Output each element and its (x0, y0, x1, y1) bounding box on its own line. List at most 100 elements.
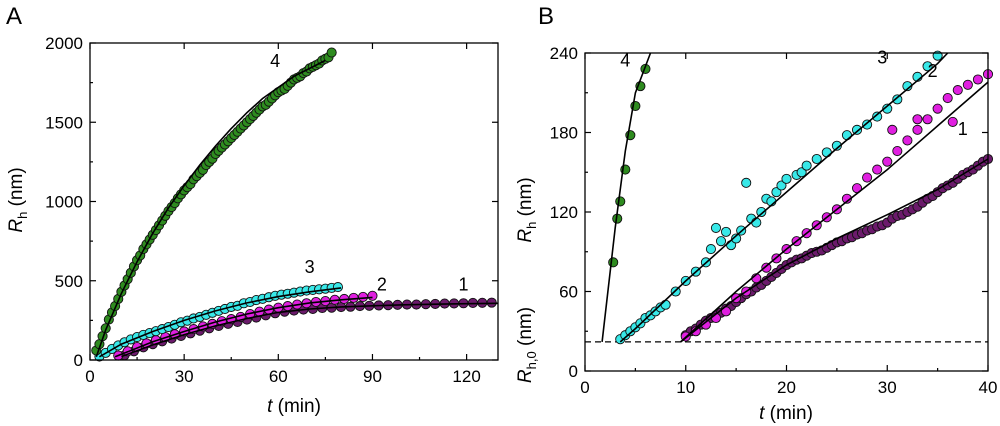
panel-a-series-2-point (367, 290, 378, 301)
panel-b-series-3-point (872, 111, 883, 122)
panel-b-series-3-point (741, 177, 752, 188)
panel-a-y-tick-label: 0 (74, 351, 83, 370)
panel-b-ref-label-sub: h,0 (524, 351, 539, 369)
panel-a: A 1 2 3 4 0 30 60 90 120 0 500 1000 1500 2000 t (min… (6, 3, 499, 417)
panel-b-series-2-point (962, 79, 973, 90)
panel-a-y-tick-label: 1000 (45, 193, 83, 212)
panel-b-series-2-point (942, 93, 953, 104)
panel-b-series-4-point (615, 196, 626, 207)
panel-b-series-3-point (781, 173, 792, 184)
panel-a-y-tick-label: 1500 (45, 113, 83, 132)
panel-a-x-tick-label: 0 (85, 367, 94, 386)
panel-b-ylabel-unit: (nm) (515, 177, 536, 221)
panel-a-series-label: 1 (458, 274, 468, 294)
panel-b-ylabel: Rh (nm) (515, 177, 539, 242)
panel-b-x-tick-label: 0 (580, 378, 589, 397)
panel-b-series-4-point (608, 257, 619, 268)
panel-b-series-3-point (892, 94, 903, 105)
panel-a-series-2-fit-line (114, 296, 373, 358)
panel-b-series-2-point (892, 145, 903, 157)
panel-b-series-3-point (821, 147, 832, 158)
panel-b-series-2-point (922, 114, 933, 125)
panel-b-x-tick-label: 30 (878, 378, 897, 397)
panel-b-ylabel-var: R (515, 229, 536, 243)
panel-a-label: A (6, 3, 22, 30)
panel-a-series-2-point (357, 291, 369, 302)
panel-b-y-tick-label: 240 (550, 44, 578, 63)
panel-b-series-3-point (882, 103, 893, 114)
panel-b-ref-label-var: R (515, 369, 536, 383)
panel-a-plot-area: 1 2 3 4 (91, 47, 499, 362)
panel-b-series-3-point (776, 180, 787, 191)
panel-b-y-tick-label: 120 (550, 203, 578, 222)
panel-a-series-label: 4 (270, 51, 280, 71)
panel-a-series-3-fit-line (99, 287, 342, 358)
panel-b-ylabel-sub: h (524, 222, 539, 229)
panel-b-series-2-point (882, 156, 893, 167)
panel-a-y-tick-label: 500 (55, 272, 83, 291)
panel-b: B 1 2 3 4 0 10 20 30 40 0 60 120 180 240 t (min) Rh … (515, 3, 997, 424)
panel-b-series-3-point (841, 130, 853, 141)
panel-b-series-2-point (761, 262, 772, 273)
panel-b-series-label: 3 (877, 48, 887, 68)
panel-b-series-3-point (862, 119, 873, 130)
panel-a-x-tick-label: 60 (269, 367, 288, 386)
panel-b-series-label: 2 (928, 61, 938, 81)
panel-b-ref-label-unit: (nm) (515, 307, 536, 351)
panel-b-series-3-point (801, 160, 812, 171)
panel-a-y-tick-label: 2000 (45, 34, 83, 53)
panel-b-y-tick-label: 60 (559, 283, 578, 302)
panel-b-ticks: 0 10 20 30 40 0 60 120 180 240 (550, 44, 998, 397)
panel-b-series-2-point (912, 124, 923, 135)
panel-a-series-4-fit-line (95, 59, 326, 358)
panel-b-series-3-fit-line (619, 52, 949, 343)
panel-a-x-tick-label: 90 (363, 367, 382, 386)
panel-b-series-3-point (721, 226, 732, 237)
panel-b-series-3-point (710, 222, 722, 233)
panel-a-x-tick-label: 30 (175, 367, 194, 386)
panel-b-series-2-point (952, 85, 963, 96)
panel-b-series-3-point (731, 233, 742, 244)
panel-b-ref-label: Rh,0 (nm) (515, 307, 539, 383)
panel-b-series-label: 1 (958, 119, 968, 139)
panel-b-series-3-point (771, 187, 782, 198)
panel-b-label: B (538, 3, 554, 30)
panel-b-x-tick-label: 40 (979, 378, 998, 397)
panel-b-series-3-point (660, 299, 671, 310)
panel-b-series-2-point (972, 74, 983, 85)
panel-b-series-3-point (756, 206, 767, 218)
panel-b-series-label: 4 (620, 50, 630, 70)
panel-b-series-3-point (796, 167, 807, 178)
panel-a-series-1-fit-line (121, 302, 499, 358)
panel-a-series-label: 3 (305, 257, 315, 277)
panel-b-series-3-point (811, 153, 822, 165)
panel-b-series-2-point (912, 114, 923, 125)
panel-b-series-3-point (831, 140, 842, 151)
panel-b-series-2-point (902, 135, 913, 146)
panel-a-series-3-point (332, 282, 343, 293)
panel-b-xlabel-var: t (759, 403, 765, 424)
panel-b-series-3-point (751, 217, 762, 228)
panel-b-series-2-fit-line (680, 81, 989, 343)
panel-b-xlabel-unit: (min) (764, 403, 813, 424)
panel-a-xlabel: t (min) (267, 396, 321, 417)
panel-a-series-4-point (326, 47, 337, 58)
panel-b-series-2-point (887, 124, 898, 135)
panel-b-x-tick-label: 20 (777, 378, 796, 397)
panel-b-plot-area: 1 2 3 4 (585, 48, 994, 345)
panel-b-series-2-point (947, 116, 958, 127)
panel-a-ticks: 0 30 60 90 120 0 500 1000 1500 2000 (45, 34, 498, 386)
panel-a-xlabel-var: t (267, 396, 273, 417)
panel-b-series-3-point (922, 61, 933, 72)
panel-b-series-2-point (932, 103, 943, 114)
panel-b-series-3-point (715, 236, 727, 247)
panel-a-series-label: 2 (377, 274, 387, 294)
panel-a-ylabel-unit: (nm) (6, 167, 27, 211)
panel-b-series-3-point (851, 124, 863, 135)
panel-b-y-tick-label: 0 (569, 362, 578, 381)
panel-a-ylabel-var: R (6, 219, 27, 233)
panel-a-ylabel: Rh (nm) (6, 167, 30, 232)
panel-b-series-3-point (705, 244, 716, 255)
panel-b-series-2-point (862, 172, 873, 183)
